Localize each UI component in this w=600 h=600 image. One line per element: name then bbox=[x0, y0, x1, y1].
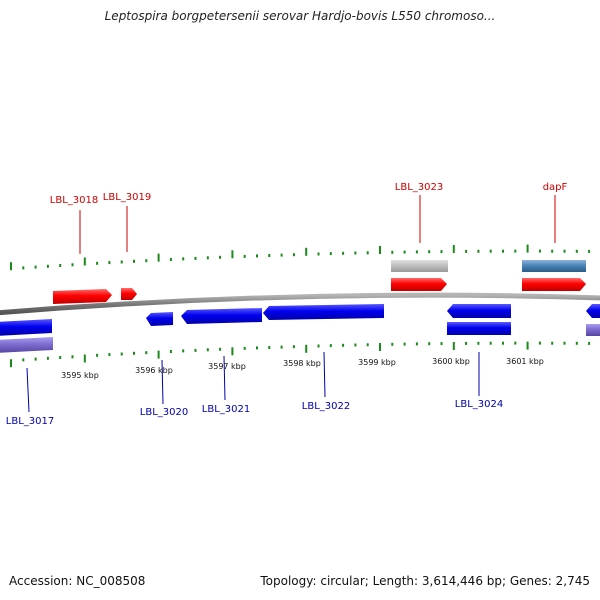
extra-feature[interactable] bbox=[522, 260, 586, 272]
gene-label-dapf[interactable]: dapF bbox=[543, 182, 568, 193]
chromosome-backbone bbox=[0, 292, 600, 316]
scale-label: 3599 kbp bbox=[358, 358, 396, 367]
label-leader-line bbox=[26, 367, 30, 413]
scale-label: 3596 kbp bbox=[135, 366, 173, 375]
gene-arrow-edge[interactable] bbox=[586, 304, 600, 318]
forward-strand-features: LBL_3018 LBL_3019 LBL_3023 dapF bbox=[50, 182, 586, 304]
label-leader-line bbox=[323, 351, 326, 398]
gene-label-lbl-3018[interactable]: LBL_3018 bbox=[50, 195, 98, 206]
outer-tick-marks bbox=[10, 244, 591, 271]
reverse-feature[interactable] bbox=[447, 322, 511, 335]
gene-arrow-lbl-3020[interactable] bbox=[146, 312, 173, 326]
scale-label: 3598 kbp bbox=[283, 359, 321, 368]
gene-label-lbl-3024[interactable]: LBL_3024 bbox=[455, 399, 503, 410]
gene-arrow-lbl-3019[interactable] bbox=[121, 288, 137, 300]
gene-label-lbl-3020[interactable]: LBL_3020 bbox=[140, 407, 188, 418]
gene-arrow-lbl-3017[interactable] bbox=[0, 319, 52, 336]
map-title: Leptospira borgpetersenii serovar Hardjo… bbox=[104, 9, 496, 23]
scale-labels: 3595 kbp 3596 kbp 3597 kbp 3598 kbp 3599… bbox=[61, 357, 544, 380]
gene-arrow-lbl-3017-extra[interactable] bbox=[0, 337, 53, 353]
reverse-extra-feature-edge[interactable] bbox=[586, 324, 600, 336]
gene-arrow-lbl-3018[interactable] bbox=[53, 289, 112, 304]
rna-feature[interactable] bbox=[391, 260, 448, 272]
gene-label-lbl-3021[interactable]: LBL_3021 bbox=[202, 404, 250, 415]
gene-arrow-dapf[interactable] bbox=[522, 278, 586, 291]
gene-label-lbl-3023[interactable]: LBL_3023 bbox=[395, 182, 443, 193]
inner-tick-marks bbox=[10, 341, 591, 368]
label-leader-line bbox=[223, 355, 226, 401]
gene-label-lbl-3022[interactable]: LBL_3022 bbox=[302, 401, 350, 412]
genome-summary-text: Topology: circular; Length: 3,614,446 bp… bbox=[260, 574, 590, 588]
label-leader-line bbox=[161, 359, 164, 405]
scale-label: 3597 kbp bbox=[208, 362, 246, 371]
scale-label: 3595 kbp bbox=[61, 371, 99, 380]
gene-arrow-lbl-3021[interactable] bbox=[181, 308, 262, 324]
accession-text: Accession: NC_008508 bbox=[9, 574, 146, 588]
gene-label-lbl-3017[interactable]: LBL_3017 bbox=[6, 416, 54, 427]
reverse-strand-features: LBL_3017 LBL_3020 LBL_3021 LBL_3022 LBL_… bbox=[0, 304, 600, 427]
gene-arrow-lbl-3022[interactable] bbox=[263, 304, 384, 320]
scale-label: 3601 kbp bbox=[506, 357, 544, 366]
gene-arrow-lbl-3023[interactable] bbox=[391, 278, 447, 291]
scale-label: 3600 kbp bbox=[432, 357, 470, 366]
gene-label-lbl-3019[interactable]: LBL_3019 bbox=[103, 192, 151, 203]
gene-arrow-lbl-3024[interactable] bbox=[447, 304, 511, 318]
